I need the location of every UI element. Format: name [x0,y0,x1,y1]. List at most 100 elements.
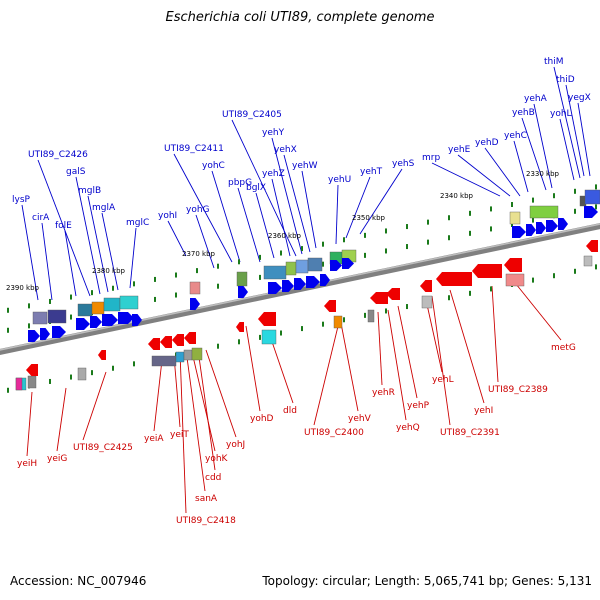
gene-label: yeiA [144,434,164,444]
forward-gene-arrow [546,220,558,232]
reverse-gene-arrow [26,364,38,376]
leader-line [339,317,359,412]
leader-line [56,387,67,452]
feature-block [529,205,559,219]
feature-block [103,297,121,312]
forward-gene-arrow [306,276,320,288]
leader-line [377,311,383,386]
gene-label: yehA [524,94,548,104]
leader-line [359,168,403,235]
gene-label: yehR [372,388,395,398]
leader-line [559,118,575,181]
feature-block [27,375,37,389]
leader-line [64,230,77,297]
leader-line [211,170,241,263]
gene-label: yohL [550,109,572,119]
leader-line [191,351,216,452]
feature-block [285,261,297,276]
gene-label: yohG [186,205,210,215]
gene-label: cirA [32,213,50,223]
reverse-gene-arrow [148,338,160,350]
gene-label: mrp [422,153,440,163]
leader-line [565,84,585,177]
gene-label: yehT [360,167,383,177]
leader-line [255,192,275,259]
leader-line [167,220,187,257]
gene-label: yehW [292,161,318,171]
reverse-gene-arrow [504,258,522,272]
forward-gene-arrow [342,258,354,269]
gene-label: sanA [195,494,218,504]
leader-line [521,117,547,191]
genome-summary: Topology: circular; Length: 5,065,741 bp… [262,574,592,588]
reverse-gene-arrow [236,322,244,332]
reverse-gene-arrow [420,280,432,292]
gene-label: galS [66,167,86,177]
leader-line [173,153,233,263]
gene-arrows [26,206,598,376]
reverse-gene-arrow [258,312,276,326]
gene-label: yehV [348,414,372,424]
leader-line [271,137,303,255]
forward-gene-arrow [90,316,102,328]
feature-block [119,295,139,310]
feature-block [151,355,177,367]
feature-block [77,303,93,317]
feature-block [47,309,67,324]
gene-label: yeiT [170,430,189,440]
kbp-tick-labels: 2390 kbp 2380 kbp 2370 kbp 2360 kbp 2350 kbp… [6,170,560,292]
leader-line [449,289,485,404]
gene-label: UTI89_C2400 [304,428,364,438]
feature-block [236,271,248,287]
gene-label: UTI89_C2418 [176,516,236,526]
leader-line [313,317,341,426]
leader-line [301,170,317,249]
leader-line [153,359,163,432]
kbp-label: 2340 kbp [440,192,474,200]
leader-line [237,187,261,263]
feature-block [295,259,309,274]
feature-block [32,311,48,325]
leader-line [553,66,581,179]
feature-block [183,349,193,361]
reverse-gene-arrow [324,300,336,312]
gene-label: UTI89_C2426 [28,150,88,160]
gene-label: thiM [544,57,564,67]
leader-line [513,140,529,193]
leader-line [101,212,119,291]
forward-gene-arrow [40,328,50,340]
gene-label: yohI [158,211,177,221]
leader-line [195,214,215,269]
leader-line [491,285,499,383]
forward-gene-arrow [102,314,118,326]
leader-line [431,162,501,197]
forward-gene-arrow [282,280,294,292]
feature-block [189,281,201,295]
reverse-gene-arrow [172,334,184,346]
gene-label: yehB [512,108,535,118]
leader-line [75,176,101,295]
gene-label: yohC [202,161,225,171]
gene-label: yehQ [396,423,420,433]
feature-block [191,347,203,361]
leader-line [41,222,53,301]
leader-line [197,349,216,471]
forward-gene-arrow [28,330,40,342]
feature-block [583,255,593,267]
forward-gene-arrow [76,318,90,330]
kbp-label: 2370 kbp [182,250,216,258]
reverse-gene-arrow [472,264,502,278]
leader-line [129,227,137,289]
gene-label: cdd [205,473,221,483]
gene-label: yohK [205,454,229,464]
kbp-label: 2330 kbp [526,170,560,178]
gene-label: yehP [407,401,430,411]
gene-label: mglC [126,218,149,228]
gene-label: dld [283,406,297,416]
forward-gene-arrow [512,226,526,238]
page-title: Escherichia coli UTI89, complete genome [165,10,435,25]
reverse-gene-arrow [436,272,472,286]
forward-gene-arrow [558,218,568,230]
gene-label: folE [55,221,72,231]
